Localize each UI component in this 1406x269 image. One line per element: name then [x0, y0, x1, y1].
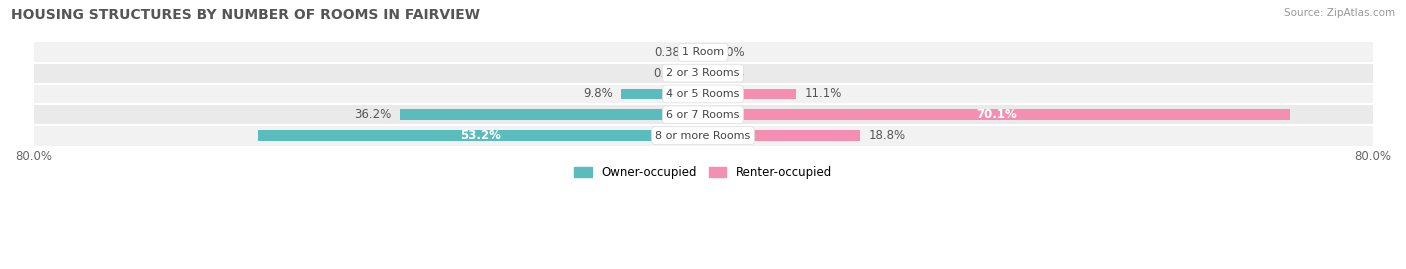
Bar: [700, 47, 703, 58]
Text: 36.2%: 36.2%: [354, 108, 392, 121]
Text: 4 or 5 Rooms: 4 or 5 Rooms: [666, 89, 740, 99]
Text: 2 or 3 Rooms: 2 or 3 Rooms: [666, 68, 740, 78]
Bar: [703, 130, 860, 141]
Bar: [699, 68, 703, 79]
Bar: [34, 104, 1372, 125]
Bar: [34, 63, 1372, 84]
Bar: [703, 89, 796, 99]
Text: 0.0%: 0.0%: [716, 46, 745, 59]
Text: 0.0%: 0.0%: [716, 67, 745, 80]
Bar: [257, 130, 703, 141]
Text: 53.2%: 53.2%: [460, 129, 501, 142]
Text: 8 or more Rooms: 8 or more Rooms: [655, 130, 751, 141]
Text: 0.38%: 0.38%: [654, 46, 692, 59]
Legend: Owner-occupied, Renter-occupied: Owner-occupied, Renter-occupied: [569, 161, 837, 184]
Bar: [34, 125, 1372, 146]
Bar: [34, 42, 1372, 63]
Text: 9.8%: 9.8%: [583, 87, 613, 100]
Text: Source: ZipAtlas.com: Source: ZipAtlas.com: [1284, 8, 1395, 18]
Text: 70.1%: 70.1%: [976, 108, 1017, 121]
Text: 1 Room: 1 Room: [682, 47, 724, 57]
Text: HOUSING STRUCTURES BY NUMBER OF ROOMS IN FAIRVIEW: HOUSING STRUCTURES BY NUMBER OF ROOMS IN…: [11, 8, 481, 22]
Text: 18.8%: 18.8%: [869, 129, 905, 142]
Bar: [34, 84, 1372, 104]
Text: 11.1%: 11.1%: [804, 87, 842, 100]
Text: 0.53%: 0.53%: [654, 67, 690, 80]
Text: 6 or 7 Rooms: 6 or 7 Rooms: [666, 110, 740, 120]
Bar: [703, 109, 1289, 120]
Bar: [621, 89, 703, 99]
Bar: [401, 109, 703, 120]
